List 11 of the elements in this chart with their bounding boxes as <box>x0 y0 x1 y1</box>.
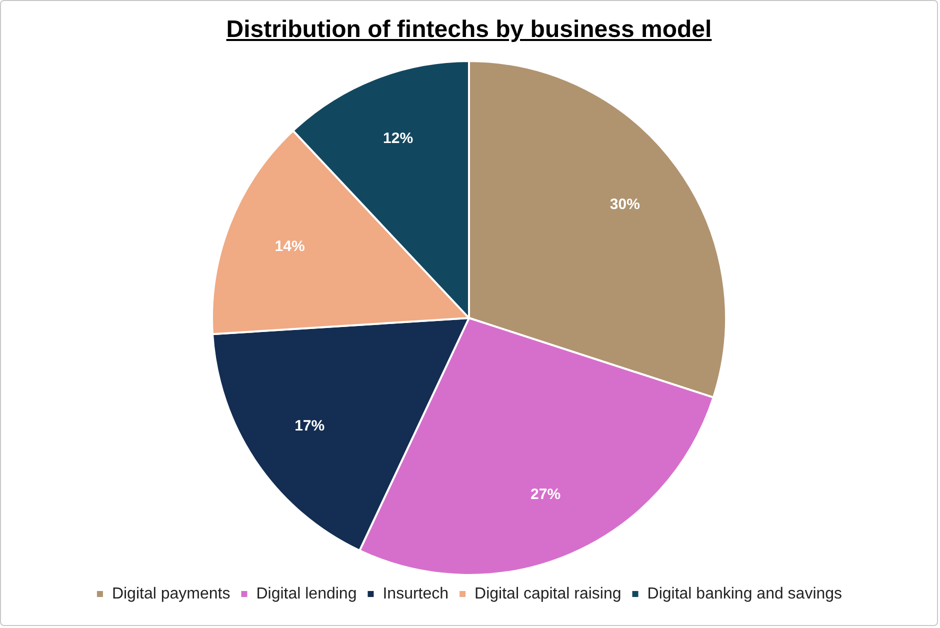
data-label: 17% <box>294 417 325 434</box>
legend-label: Digital payments <box>112 585 230 602</box>
legend-label: Digital lending <box>256 585 357 602</box>
data-label: 12% <box>383 130 414 147</box>
data-label: 27% <box>530 486 561 504</box>
legend-label: Digital banking and savings <box>647 585 842 602</box>
legend-label: Digital capital raising <box>474 585 622 602</box>
legend-label: Insurtech <box>382 585 449 602</box>
data-label: 14% <box>274 238 305 256</box>
chart-title: Distribution of fintechs by business model <box>225 16 713 44</box>
data-label: 30% <box>610 196 640 213</box>
